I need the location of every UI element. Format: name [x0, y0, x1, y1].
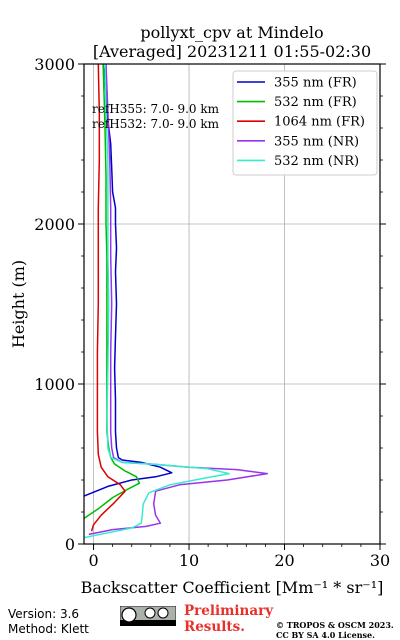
legend-box [232, 70, 378, 176]
legend-label-3: 1064 nm (FR) [274, 115, 365, 130]
x-tick-label: 0 [88, 551, 98, 570]
y-axis-label: Height (m) [9, 260, 28, 348]
chart-title-line-2: [Averaged] 20231211 01:55-02:30 [93, 42, 371, 61]
legend-label-4: 355 nm (NR) [274, 134, 359, 149]
version-text: Version: 3.6 [8, 607, 80, 621]
data-series [84, 64, 269, 539]
series-line-5 [84, 64, 230, 539]
method-text: Method: Klett [8, 622, 89, 636]
preliminary-line-2: Results. [184, 619, 245, 635]
reference-height-355: refH355: 7.0- 9.0 km [92, 102, 220, 116]
y-tick-label: 3000 [34, 55, 75, 74]
legend: 355 nm (FR) 532 nm (FR) 1064 nm (FR) 355 nm… [232, 70, 378, 176]
copyright-line-2: CC BY SA 4.0 License. [276, 630, 375, 640]
copyright-line-1: © TROPOS & OSCM 2023. [276, 620, 394, 630]
preliminary-line-1: Preliminary [184, 603, 274, 619]
y-tick-label: 0 [65, 535, 75, 554]
cc-by-sa-icon [119, 605, 177, 630]
reference-height-532: refH532: 7.0- 9.0 km [92, 117, 220, 131]
legend-label-2: 532 nm (FR) [274, 95, 357, 110]
x-tick-label: 10 [179, 551, 199, 570]
y-tick-label: 2000 [34, 215, 75, 234]
series-line-3 [90, 64, 126, 532]
copyright-notice: © TROPOS & OSCM 2023. CC BY SA 4.0 Licen… [276, 620, 394, 640]
legend-label-1: 355 nm (FR) [274, 76, 357, 91]
x-tick-label: 30 [370, 551, 390, 570]
preliminary-results-notice: Preliminary Results. [184, 603, 273, 635]
chart-title-line-1: pollyxt_cpv at Mindelo [140, 23, 323, 42]
axis-ticks: 0 10 20 30 0 1000 2000 3000 [34, 55, 390, 570]
plot-frame [83, 63, 381, 545]
series-line-1 [84, 64, 173, 497]
legend-label-5: 532 nm (NR) [274, 154, 359, 169]
y-tick-label: 1000 [34, 375, 75, 394]
x-axis-label: Backscatter Coefficient [Mm⁻¹ * sr⁻¹] [81, 578, 384, 597]
x-tick-label: 20 [274, 551, 294, 570]
